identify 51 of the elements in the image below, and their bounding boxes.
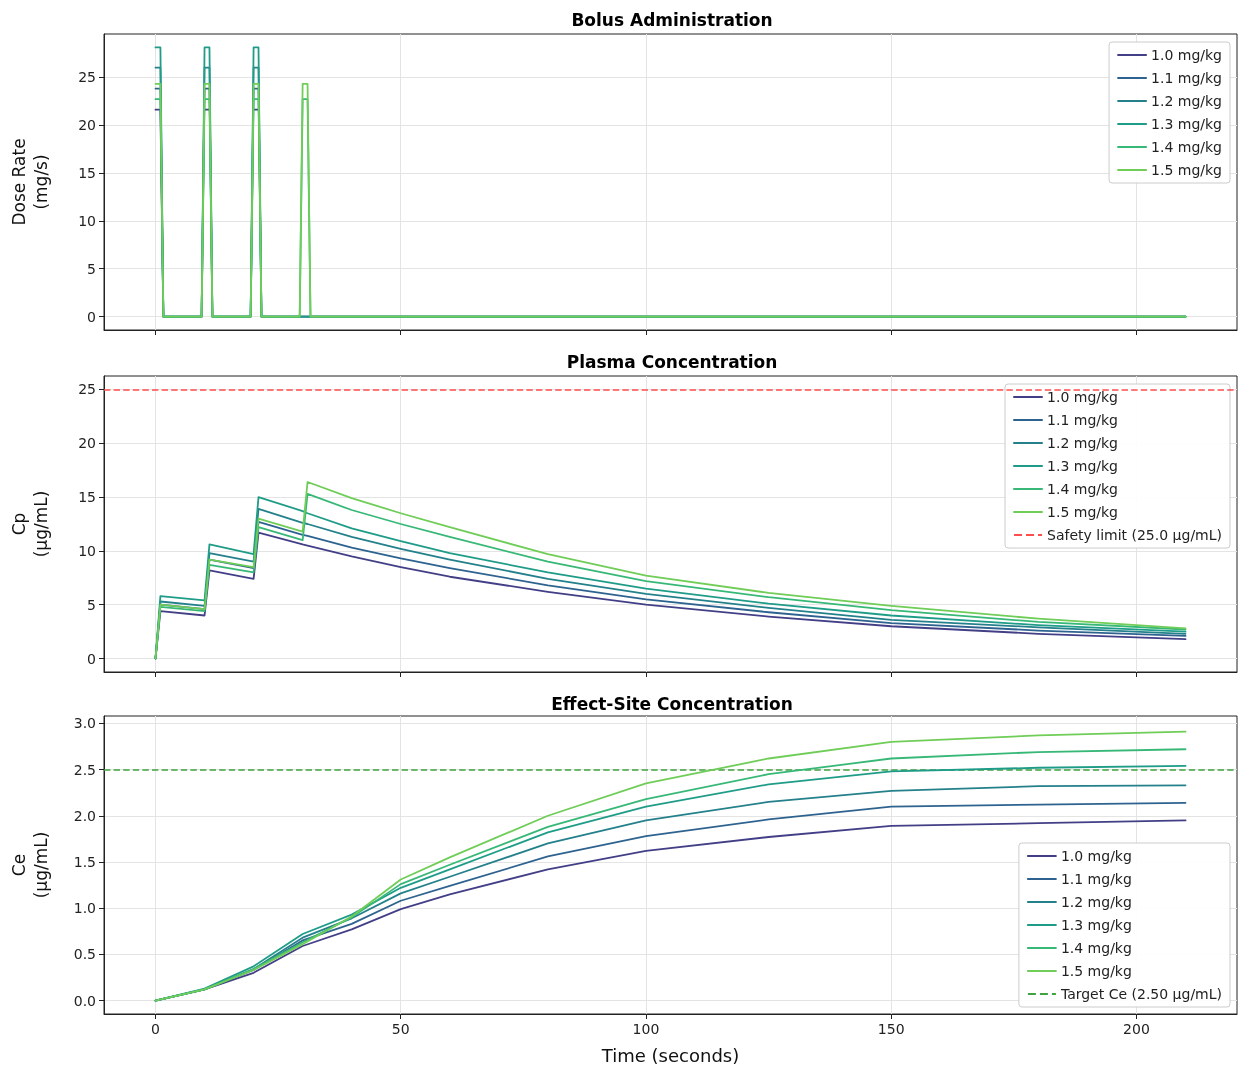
chart-title: Effect-Site Concentration — [551, 693, 793, 714]
chart-title: Bolus Administration — [571, 9, 773, 30]
chart-title: Plasma Concentration — [566, 351, 778, 372]
y-tick-label: 10 — [78, 542, 96, 559]
y-tick-label: 0 — [87, 650, 96, 667]
x-tick-label: 150 — [877, 1021, 905, 1037]
legend-label: 1.3 mg/kg — [1060, 917, 1132, 933]
y-tick-label: 3.0 — [73, 715, 96, 732]
y-tick-label: 2.5 — [73, 761, 96, 778]
x-tick-label: 100 — [632, 1021, 660, 1037]
legend-label: 1.5 mg/kg — [1060, 963, 1132, 979]
legend-label: 1.4 mg/kg — [1151, 139, 1222, 155]
y-tick-label: 0.5 — [73, 946, 96, 963]
legend-label: 1.0 mg/kg — [1047, 389, 1118, 405]
y-tick-label: 15 — [78, 489, 96, 506]
y-tick-label: 2.0 — [73, 807, 96, 824]
x-tick-label: 200 — [1123, 1021, 1150, 1037]
y-axis-title: Cp (µg/mL) — [9, 490, 51, 558]
legend-label: Safety limit (25.0 µg/mL) — [1047, 527, 1223, 543]
y-tick-label: 5 — [87, 260, 96, 277]
y-tick-label: 15 — [78, 164, 96, 181]
y-tick-label: 1.0 — [73, 900, 96, 917]
legend-label: 1.4 mg/kg — [1060, 940, 1132, 956]
y-tick-label: 0 — [87, 308, 96, 325]
x-axis-title: Time (seconds) — [600, 1044, 740, 1066]
y-tick-label: 1.5 — [73, 853, 96, 870]
y-tick-label: 20 — [78, 117, 96, 133]
x-tick-label: 0 — [151, 1021, 160, 1037]
legend-label: 1.1 mg/kg — [1047, 412, 1118, 428]
legend-label: 1.0 mg/kg — [1060, 848, 1132, 864]
legend-label: 1.1 mg/kg — [1060, 871, 1132, 887]
legend-label: 1.4 mg/kg — [1047, 481, 1118, 497]
legend-label: 1.3 mg/kg — [1151, 116, 1222, 132]
legend-label: 1.5 mg/kg — [1151, 162, 1222, 178]
y-tick-label: 5 — [87, 596, 96, 613]
y-tick-label: 10 — [78, 212, 96, 229]
legend-label: 1.2 mg/kg — [1151, 93, 1222, 109]
y-tick-label: 20 — [78, 435, 96, 452]
legend-label: 1.1 mg/kg — [1151, 70, 1222, 86]
legend-label: 1.5 mg/kg — [1047, 504, 1118, 520]
y-tick-label: 0.0 — [73, 992, 96, 1009]
y-tick-label: 25 — [78, 381, 96, 398]
y-axis-title: Ce (µg/mL) — [9, 831, 51, 899]
legend-label: 1.2 mg/kg — [1060, 894, 1132, 910]
x-tick-label: 50 — [391, 1021, 410, 1037]
legend-label: 1.3 mg/kg — [1047, 458, 1118, 474]
legend-label: 1.0 mg/kg — [1151, 47, 1222, 63]
y-axis-title: Dose Rate (mg/s) — [9, 138, 51, 226]
legend-label: Target Ce (2.50 µg/mL) — [1059, 986, 1223, 1002]
legend-label: 1.2 mg/kg — [1047, 435, 1118, 451]
y-tick-label: 25 — [78, 69, 96, 86]
